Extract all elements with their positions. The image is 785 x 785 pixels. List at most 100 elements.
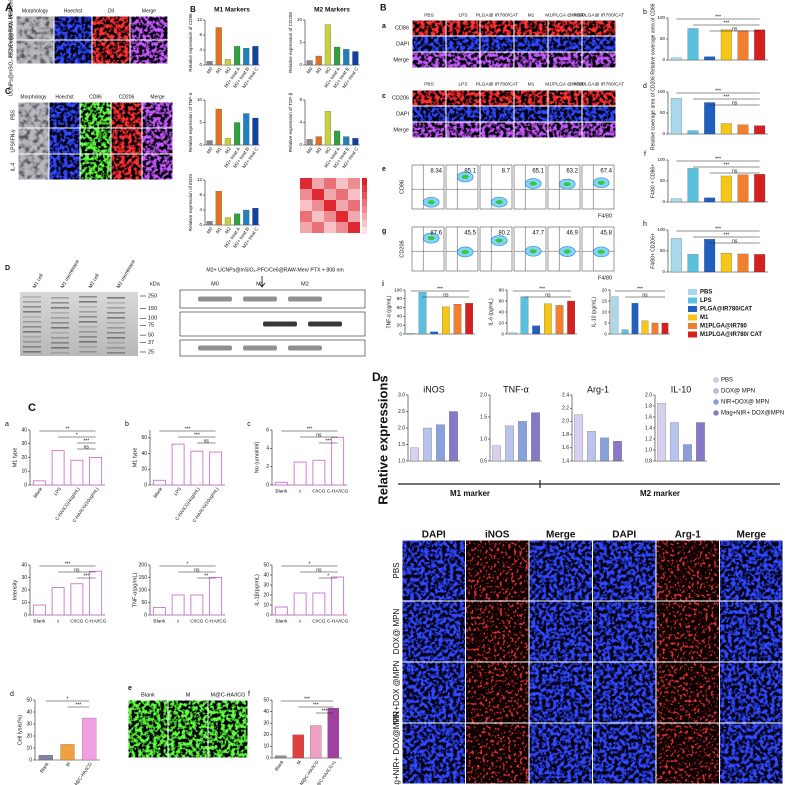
gel-band: [23, 346, 41, 348]
micro-image: [80, 154, 111, 180]
sig-label: ***: [437, 287, 443, 293]
bar: [737, 30, 749, 61]
x-tick-label: M0: [306, 66, 314, 74]
x-tick-label: Blank: [33, 618, 46, 624]
y-tick-label: 5: [299, 40, 302, 45]
row-label: Mag+NIR+ DOX@MPN: [392, 711, 401, 785]
bar: [567, 300, 576, 335]
row-label: CD86: [395, 25, 409, 31]
bar: [331, 436, 345, 486]
bar: [215, 108, 222, 146]
lane-label: M0: [211, 281, 219, 287]
micro-image: [529, 723, 592, 784]
micro-image: [80, 128, 111, 154]
y-tick-label: 0: [266, 482, 269, 488]
y-tick-label: 50: [263, 562, 269, 568]
flow-cluster-core: [597, 249, 605, 254]
heatmap-cell: [336, 189, 348, 200]
x-tick-label: Blank: [275, 618, 288, 624]
gel-band: [23, 351, 41, 353]
micro-image: [92, 40, 130, 64]
marker-label: 250: [148, 293, 157, 299]
micro-image: [582, 52, 616, 68]
bar: [274, 606, 288, 616]
column-label: Blank: [141, 692, 155, 698]
micro-image: [142, 154, 173, 180]
legend-label: Mag+NIR+ DOX@MPN: [721, 411, 784, 417]
legend-label: PLGA@IR780/CAT: [700, 307, 752, 313]
micro-image: [111, 102, 142, 128]
micro-image: [480, 36, 514, 52]
bar: [334, 46, 341, 66]
bar: [343, 136, 350, 146]
micro-image: [656, 662, 719, 723]
row-label: UCNPs@mSiO₂-PFC/Ce6: [8, 0, 14, 57]
y-tick-label: 0: [604, 331, 607, 337]
legend-label: NIR+DOX@ MPN: [721, 400, 769, 406]
y-axis-label: Relative expression of CD86: [188, 13, 193, 72]
micro-image: [111, 154, 142, 180]
panel-sublabel: f: [248, 691, 250, 698]
y-tick-label: 0: [662, 199, 665, 204]
y-tick-label: 0: [199, 142, 202, 147]
y-tick-label: 2.0: [645, 392, 652, 398]
blot-band: [263, 321, 297, 327]
y-tick-label: 0: [144, 612, 147, 618]
y-tick-label: 60: [397, 305, 403, 311]
gate-percent: 45.5: [464, 231, 476, 237]
bar: [696, 422, 705, 462]
y-tick-label: 0.5: [480, 458, 487, 464]
micro-image: [514, 20, 548, 36]
bar: [32, 604, 46, 616]
sig-label: ns: [443, 293, 449, 299]
micro-image: [720, 540, 783, 601]
bar: [327, 708, 339, 759]
y-tick-label: 10: [602, 309, 608, 315]
arrow: [258, 276, 266, 288]
marker-label: 25: [148, 349, 154, 355]
gel-band: [23, 321, 41, 323]
legend-label: PBS: [700, 290, 712, 296]
y-tick-label: 20: [26, 733, 32, 739]
micro-image: [548, 52, 582, 68]
gel-band: [107, 342, 125, 344]
blot-band: [288, 345, 322, 351]
micro-image: [548, 36, 582, 52]
bar: [312, 592, 326, 616]
y-axis-label: CD86: [399, 180, 405, 194]
y-tick-label: 1.5: [398, 442, 405, 448]
micro-image: [582, 20, 616, 36]
gel-band: [51, 297, 69, 299]
x-tick-label: Blank: [275, 488, 288, 494]
y-tick-label: 0: [266, 612, 269, 618]
micro-image: [548, 90, 582, 106]
row-label: LPS/IFN-γ: [10, 129, 16, 153]
micro-image: [480, 90, 514, 106]
bar: [492, 445, 501, 462]
gel-band: [23, 336, 41, 338]
column-label: M1/PLGA @IR780: [545, 81, 585, 87]
y-axis-label: TNF-α (pg/mL): [386, 295, 392, 328]
x-axis-label: F4/80: [598, 275, 612, 281]
micro-image: [514, 52, 548, 68]
column-label: M: [186, 692, 191, 698]
bar: [418, 292, 427, 335]
y-tick-label: 0: [299, 62, 302, 67]
heat-scale: [362, 206, 367, 213]
column-label: M1/PLGA@ IR780/CAT: [574, 81, 624, 87]
gel-band: [107, 347, 125, 349]
bar: [631, 303, 639, 335]
micro-image: [168, 700, 208, 758]
gel-band: [51, 327, 69, 329]
gel-band: [23, 326, 41, 328]
micro-image: [514, 106, 548, 122]
sig-label: ***: [304, 697, 310, 703]
gel-band: [107, 332, 125, 334]
bar: [234, 46, 241, 66]
gate-percent: 8.34: [430, 169, 442, 175]
gel-band: [23, 311, 41, 313]
panel-sublabel: e: [382, 166, 386, 173]
heatmap-cell: [348, 178, 360, 189]
legend-label: M1PLGA@IR780/ CAT: [700, 332, 762, 338]
lane-label: M1 membrane: [60, 259, 81, 290]
